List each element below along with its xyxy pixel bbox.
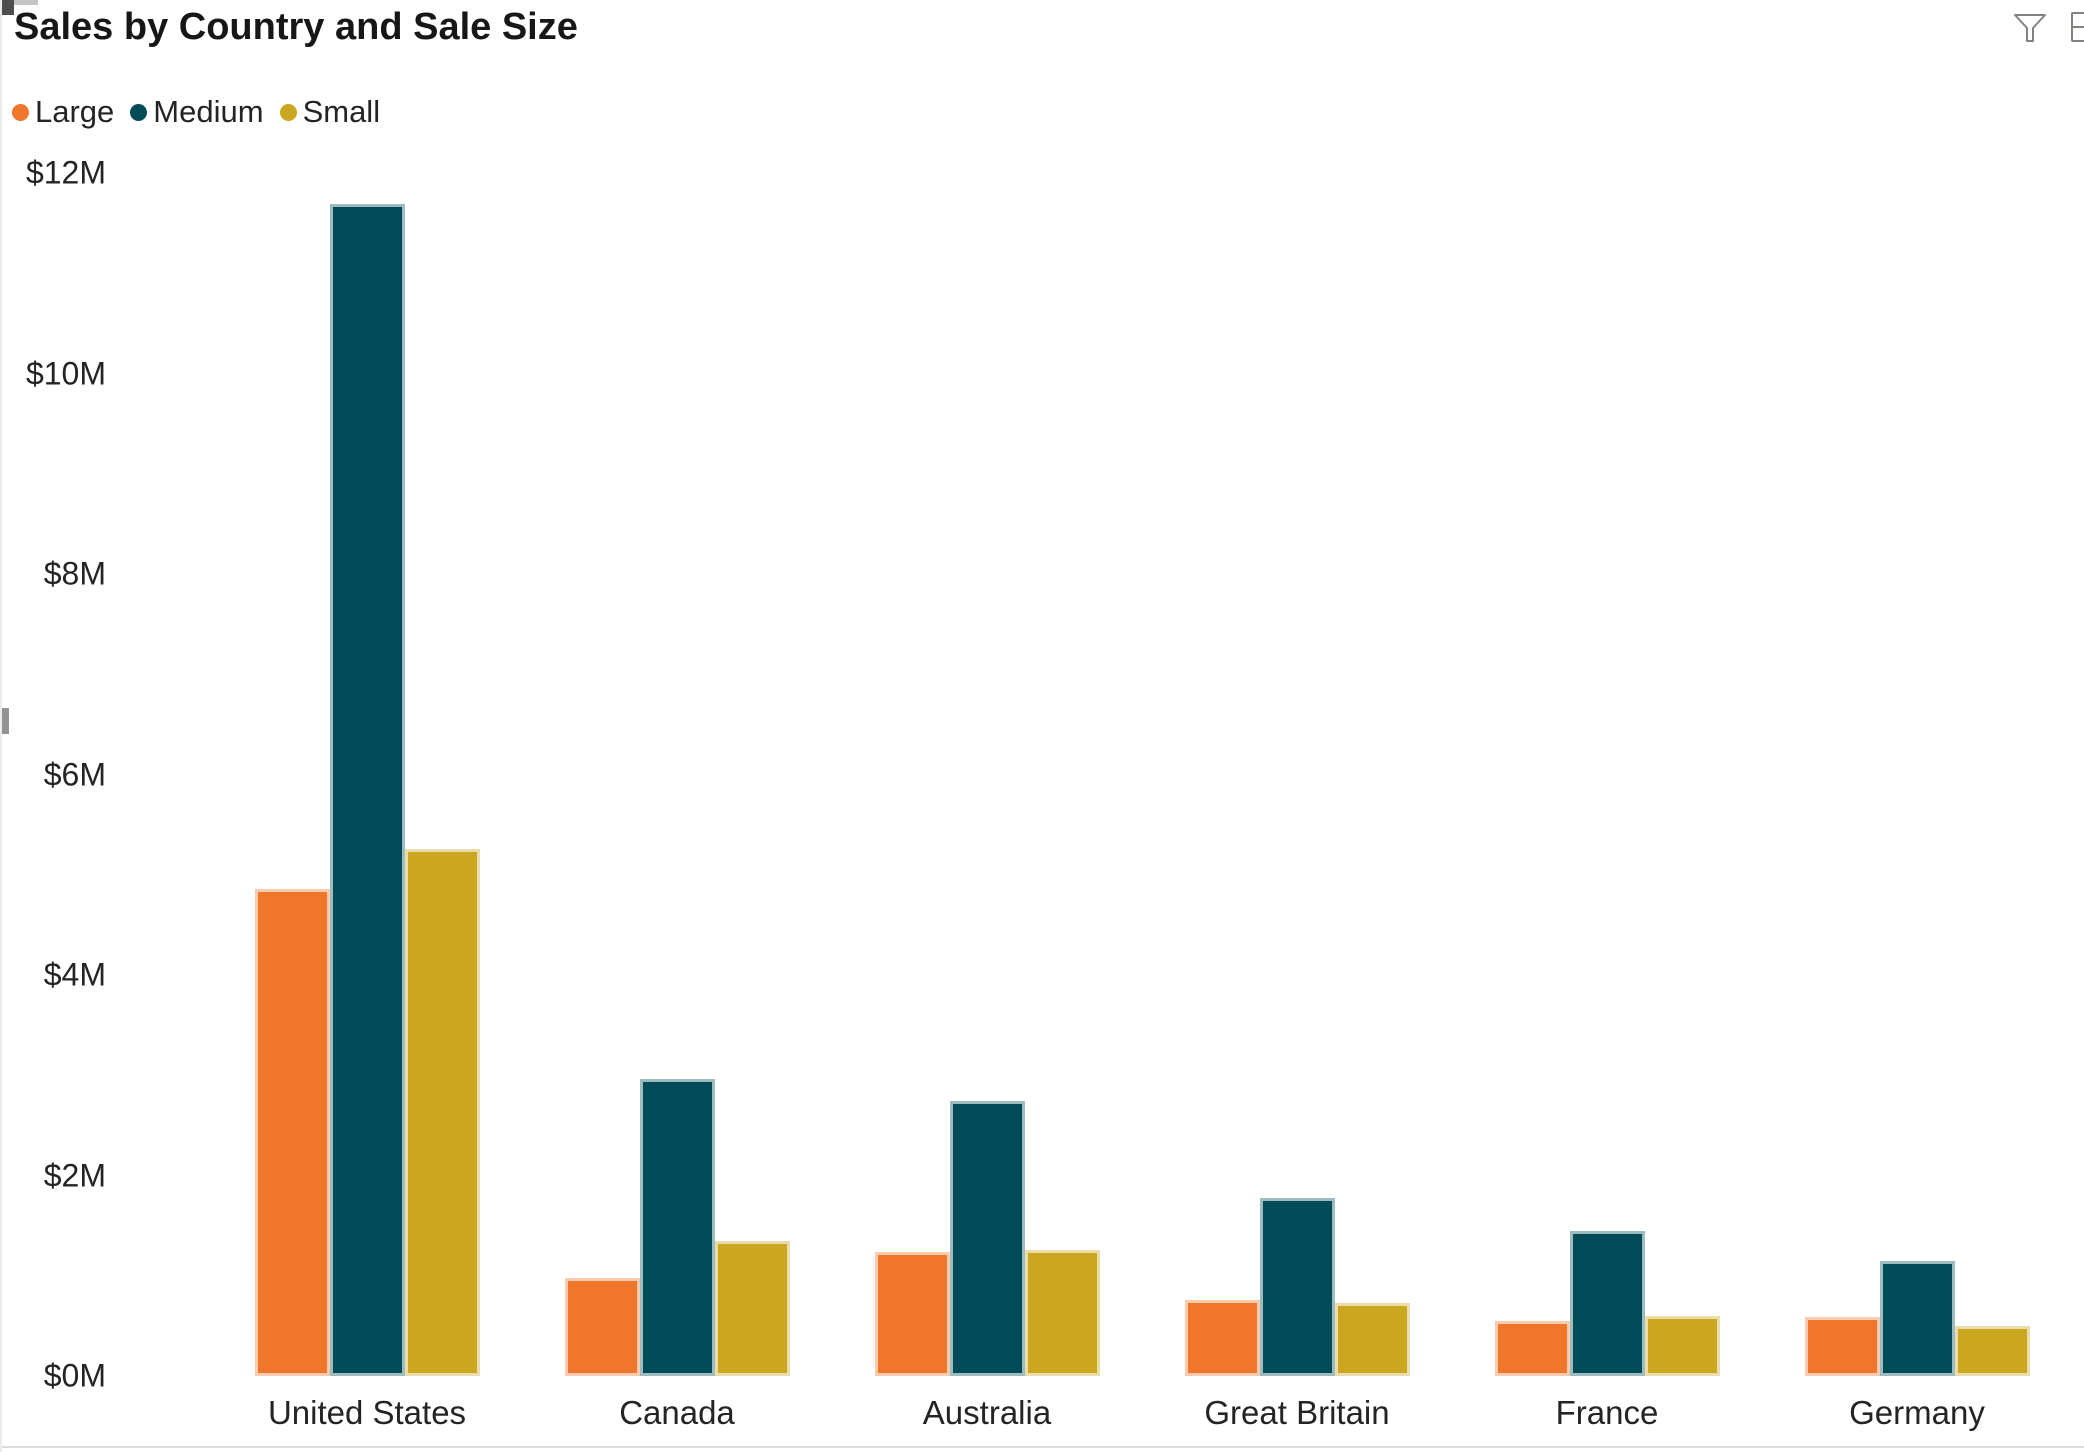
bar-small-germany[interactable]	[1954, 1325, 2030, 1376]
x-axis-category-label: Great Britain	[1204, 1394, 1390, 1431]
bar-medium-australia[interactable]	[949, 1101, 1025, 1376]
bar-medium-france[interactable]	[1569, 1230, 1645, 1376]
legend-dot-medium	[130, 103, 148, 121]
y-axis-tick-label: $8M	[43, 555, 106, 592]
legend-item-small[interactable]: Small	[279, 94, 381, 130]
visual-bottom-border	[2, 1446, 2084, 1448]
vertical-scrollbar-thumb-fragment[interactable]	[2, 708, 9, 734]
bar-large-united-states[interactable]	[254, 888, 330, 1376]
bar-small-france[interactable]	[1644, 1315, 1720, 1376]
bar-small-great-britain[interactable]	[1334, 1302, 1410, 1376]
bar-medium-great-britain[interactable]	[1259, 1197, 1335, 1376]
legend-dot-small	[279, 103, 297, 121]
scrollbar-thumb-corner-fragment[interactable]	[2, 0, 14, 15]
focus-mode-icon-detail	[2073, 26, 2084, 28]
filter-icon[interactable]	[2013, 12, 2047, 49]
legend-label: Small	[302, 94, 381, 129]
legend-item-medium[interactable]: Medium	[130, 94, 264, 130]
y-axis-tick-label: $4M	[43, 956, 106, 993]
bar-large-germany[interactable]	[1804, 1316, 1880, 1376]
y-axis-tick-label: $2M	[43, 1157, 106, 1193]
bar-large-great-britain[interactable]	[1184, 1299, 1260, 1376]
bar-large-france[interactable]	[1494, 1320, 1570, 1376]
y-axis-tick-label: $12M	[25, 154, 106, 191]
x-axis-category-label: Canada	[619, 1394, 735, 1431]
y-axis-tick-label: $0M	[43, 1357, 106, 1394]
x-axis-category-label: France	[1555, 1394, 1659, 1431]
y-axis-tick-label: $10M	[25, 355, 106, 391]
focus-mode-icon-clipped[interactable]	[2071, 12, 2084, 42]
bar-medium-canada[interactable]	[639, 1079, 715, 1376]
x-axis-category-label: United States	[267, 1394, 467, 1431]
bar-large-canada[interactable]	[564, 1277, 640, 1376]
legend-dot-large	[12, 103, 29, 121]
chart-title: Sales by Country and Sale Size	[14, 6, 578, 48]
y-axis-tick-label: $6M	[43, 756, 106, 792]
x-axis-category-label: Australia	[922, 1394, 1052, 1431]
bar-medium-united-states[interactable]	[329, 204, 405, 1376]
bar-large-australia[interactable]	[874, 1251, 950, 1376]
legend-item-large[interactable]: Large	[12, 94, 114, 130]
horizontal-scrollbar-track-fragment[interactable]	[2, 0, 38, 5]
x-axis-category-label: Germany	[1849, 1394, 1985, 1431]
bar-small-canada[interactable]	[714, 1240, 790, 1376]
bar-small-united-states[interactable]	[404, 848, 480, 1376]
chart-legend: Large Medium Small	[12, 94, 380, 130]
bar-small-australia[interactable]	[1024, 1249, 1100, 1376]
legend-label: Large	[35, 94, 115, 129]
legend-label: Medium	[153, 94, 264, 129]
bar-medium-germany[interactable]	[1879, 1260, 1955, 1376]
